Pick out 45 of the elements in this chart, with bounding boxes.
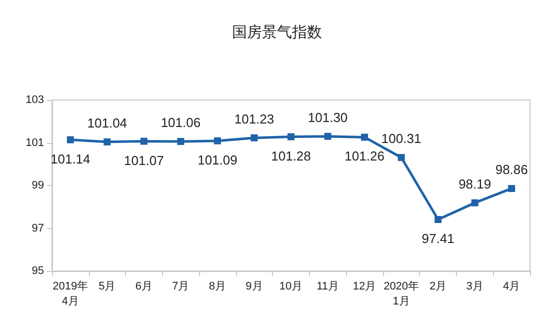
data-label: 101.04 <box>87 115 128 130</box>
x-tick-label: 8月 <box>208 280 226 292</box>
x-tick-label: 11月 <box>316 280 339 292</box>
data-label: 101.26 <box>344 148 384 164</box>
x-tick-label: 5月 <box>98 280 116 292</box>
point <box>140 138 148 145</box>
x-tick-label: 2019年 4月 <box>52 280 88 308</box>
y-tick-label: 97 <box>32 222 44 234</box>
data-label: 98.86 <box>495 162 528 177</box>
x-tick-label: 2月 <box>430 280 447 292</box>
data-label: 101.28 <box>271 148 311 164</box>
chart-title: 国房景气指数 <box>232 24 322 41</box>
x-tick-label: 6月 <box>135 280 152 292</box>
x-tick-label: 3月 <box>466 280 484 292</box>
point <box>508 184 516 192</box>
y-tick-label: 99 <box>32 180 44 192</box>
point <box>250 134 258 142</box>
y-tick-label: 95 <box>32 265 44 277</box>
data-label: 101.23 <box>234 111 274 126</box>
point <box>214 137 221 144</box>
x-tick-label: 10月 <box>279 280 303 292</box>
point <box>288 133 294 140</box>
point <box>471 199 478 206</box>
x-tick-label: 4月 <box>503 280 520 292</box>
point <box>398 154 405 161</box>
data-label: 101.06 <box>160 114 201 130</box>
data-label: 101.30 <box>308 110 348 125</box>
y-tick-label: 103 <box>26 94 44 106</box>
x-tick-label: 7月 <box>172 280 190 292</box>
data-label: 97.41 <box>422 230 454 246</box>
point <box>361 134 368 141</box>
x-tick-label: 12月 <box>352 280 376 292</box>
point <box>66 136 74 144</box>
data-label: 101.07 <box>124 152 164 168</box>
data-label: 101.14 <box>50 151 90 166</box>
point <box>324 132 332 140</box>
x-tick-label: 9月 <box>246 280 263 292</box>
data-label: 98.19 <box>458 176 492 192</box>
point <box>434 216 442 223</box>
data-label: 100.31 <box>381 131 422 146</box>
data-label: 101.09 <box>198 152 238 168</box>
point <box>177 138 184 145</box>
y-tick-label: 101 <box>26 136 44 149</box>
point <box>104 138 111 146</box>
x-tick-label: 2020年 1月 <box>384 280 420 308</box>
